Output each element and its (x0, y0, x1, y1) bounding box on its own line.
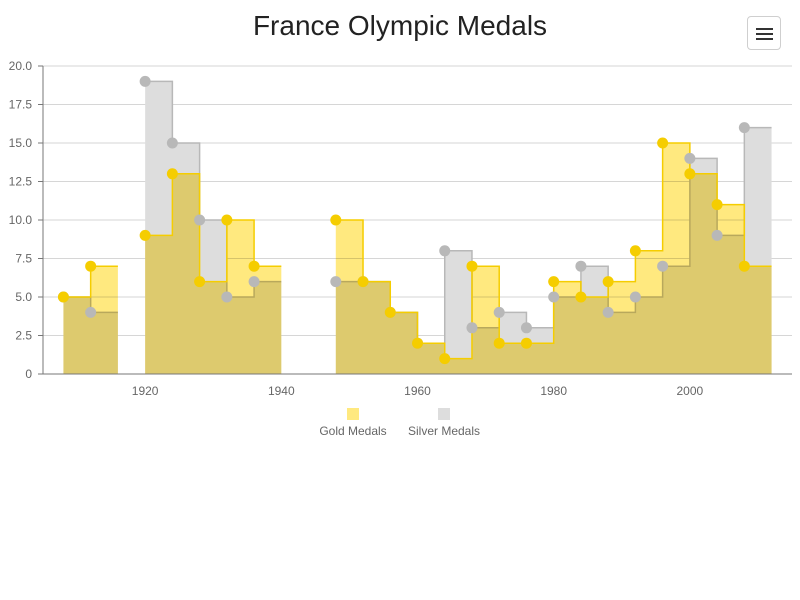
silver-point (194, 214, 206, 226)
silver-point (520, 322, 532, 334)
silver-point (684, 152, 696, 164)
silver-point (548, 291, 560, 303)
legend-silver-label[interactable]: Silver Medals (408, 424, 480, 438)
gold-line (145, 173, 282, 283)
gold-point (466, 260, 478, 272)
gold-point (629, 245, 641, 257)
hamburger-menu-button[interactable] (747, 16, 781, 50)
axis-layer: 0 2.5 5.0 7.5 10.0 12.5 15.0 17.5 20.0 1920 1940 19… (9, 59, 792, 398)
silver-point (330, 276, 342, 288)
silver-point (248, 276, 260, 288)
silver-point (575, 260, 587, 272)
gold-point (330, 214, 342, 226)
gold-point (439, 353, 451, 365)
silver-point (439, 245, 451, 257)
silver-point (657, 260, 669, 272)
gold-point (548, 276, 560, 288)
silver-point (166, 137, 178, 149)
gold-area (145, 173, 282, 374)
silver-point (629, 291, 641, 303)
x-tick-label: 2000 (677, 384, 704, 398)
x-tick-label: 1920 (132, 384, 159, 398)
gold-point (493, 337, 505, 349)
gold-point (384, 306, 396, 318)
y-tick-label: 20.0 (9, 59, 33, 73)
legend-gold-label[interactable]: Gold Medals (319, 424, 386, 438)
legend: Gold Medals Silver Medals (319, 408, 480, 438)
gold-point (520, 337, 532, 349)
hamburger-menu-icon (756, 38, 773, 40)
silver-point (711, 229, 723, 241)
legend-silver-swatch[interactable] (438, 408, 450, 420)
silver-point (493, 306, 505, 318)
y-tick-label: 2.5 (15, 329, 32, 343)
gold-point (738, 260, 750, 272)
gold-point (166, 168, 178, 180)
silver-point (602, 306, 614, 318)
gold-line (63, 265, 118, 298)
silver-point (738, 122, 750, 134)
gold-area (63, 266, 118, 374)
gold-point (357, 276, 369, 288)
gold-point (221, 214, 233, 226)
gold-point (684, 168, 696, 180)
x-tick-label: 1980 (540, 384, 567, 398)
gold-point (711, 199, 723, 211)
area-layer (63, 80, 772, 375)
gold-point (85, 260, 97, 272)
y-tick-label: 12.5 (9, 175, 33, 189)
gold-point (657, 137, 669, 149)
gold-point (57, 291, 69, 303)
y-tick-label: 5.0 (15, 290, 32, 304)
x-tick-label: 1940 (268, 384, 295, 398)
silver-point (221, 291, 233, 303)
gold-point (575, 291, 587, 303)
x-tick-label: 1960 (404, 384, 431, 398)
y-tick-label: 17.5 (9, 98, 33, 112)
chart-title: France Olympic Medals (252, 10, 548, 41)
silver-point (139, 75, 151, 87)
gold-point (248, 260, 260, 272)
y-tick-label: 10.0 (9, 213, 33, 227)
hamburger-menu-icon (756, 33, 773, 35)
silver-point (466, 322, 478, 334)
gold-point (194, 276, 206, 288)
silver-point (85, 306, 97, 318)
y-tick-label: 15.0 (9, 136, 33, 150)
gold-point (412, 337, 423, 349)
legend-gold-swatch[interactable] (347, 408, 359, 420)
gold-point (139, 229, 151, 241)
y-tick-label: 7.5 (15, 252, 32, 266)
point-layer (57, 75, 750, 365)
y-tick-label: 0 (25, 367, 32, 381)
hamburger-menu-icon (756, 28, 773, 30)
gold-point (602, 276, 614, 288)
